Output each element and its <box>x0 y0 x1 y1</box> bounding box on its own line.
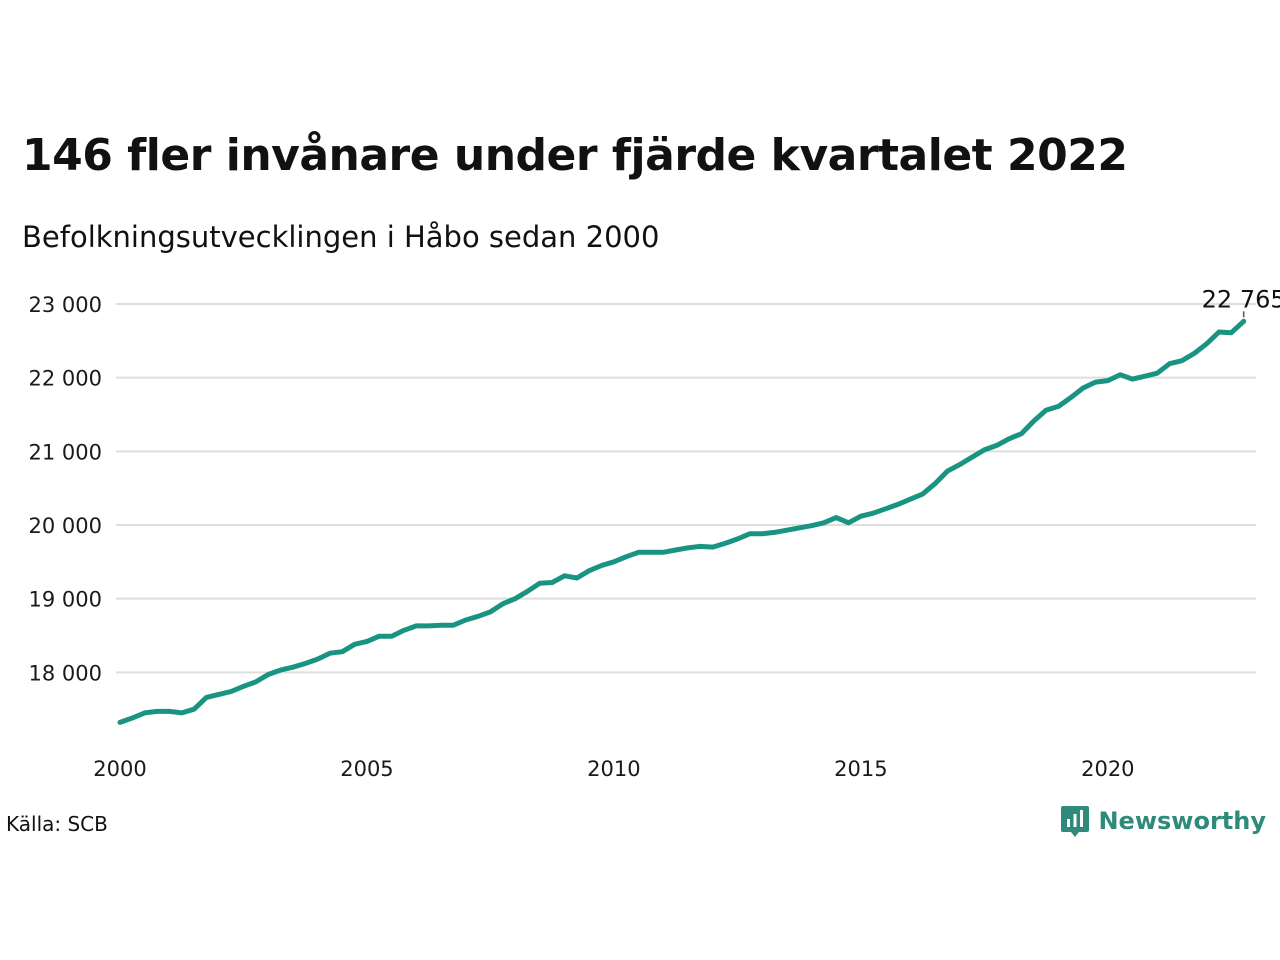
source-note: Källa: SCB <box>6 812 108 836</box>
x-tick-label: 2000 <box>93 757 146 781</box>
chart-subtitle: Befolkningsutvecklingen i Håbo sedan 200… <box>22 220 660 254</box>
gridlines <box>116 303 1256 674</box>
population-line <box>117 318 1247 725</box>
y-tick-label: 22 000 <box>29 367 102 391</box>
brand-logo[interactable]: Newsworthy <box>1060 804 1266 838</box>
end-value-label: 22 765 <box>1202 285 1280 313</box>
end-label-layer: 22 765 <box>1202 285 1280 318</box>
x-axis-ticks: 2000 2005 2010 2015 2020 <box>93 757 1134 781</box>
newsworthy-logo-icon <box>1061 806 1090 837</box>
y-tick-label: 21 000 <box>29 440 102 464</box>
series-layer <box>117 318 1247 725</box>
y-tick-label: 20 000 <box>29 514 102 538</box>
x-tick-label: 2010 <box>587 757 640 781</box>
x-tick-label: 2020 <box>1081 757 1134 781</box>
y-tick-label: 19 000 <box>29 588 102 612</box>
brand-name: Newsworthy <box>1098 807 1266 835</box>
y-tick-label: 18 000 <box>29 661 102 685</box>
y-axis-ticks: 18 000 19 000 20 000 21 000 22 000 23 000 <box>29 293 102 685</box>
chart-title: 146 fler invånare under fjärde kvartalet… <box>22 130 1128 181</box>
y-tick-label: 23 000 <box>29 293 102 317</box>
x-tick-label: 2005 <box>340 757 393 781</box>
x-tick-label: 2015 <box>834 757 887 781</box>
